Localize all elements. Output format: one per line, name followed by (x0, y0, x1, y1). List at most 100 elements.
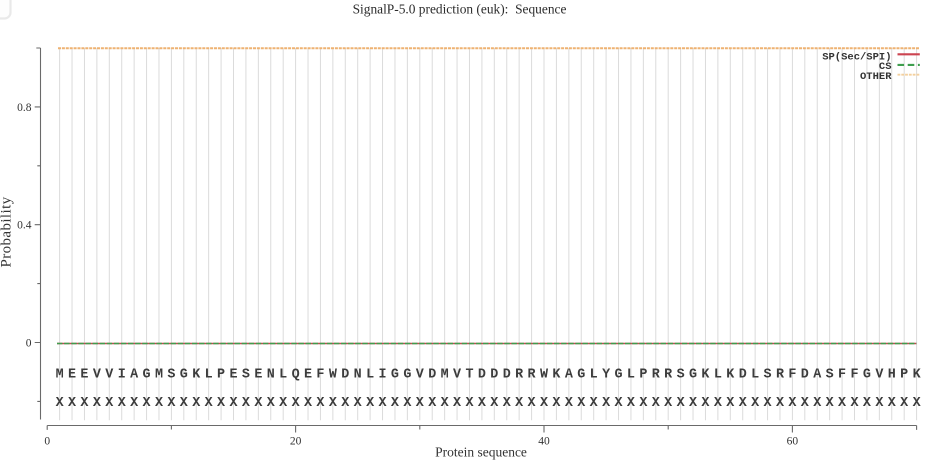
svg-text:X: X (93, 396, 102, 411)
svg-text:X: X (900, 396, 909, 411)
svg-text:X: X (105, 396, 114, 411)
svg-text:I: I (118, 368, 126, 383)
svg-text:G: G (614, 368, 622, 383)
svg-text:X: X (602, 396, 611, 411)
svg-text:L: L (751, 368, 759, 383)
svg-text:X: X (913, 396, 922, 411)
svg-text:X: X (503, 396, 512, 411)
svg-text:W: W (329, 368, 338, 383)
svg-text:X: X (254, 396, 263, 411)
svg-text:L: L (366, 368, 374, 383)
svg-text:0.4: 0.4 (17, 220, 32, 232)
svg-text:X: X (888, 396, 897, 411)
svg-text:X: X (776, 396, 785, 411)
svg-text:X: X (205, 396, 214, 411)
svg-text:M: M (441, 368, 449, 383)
svg-text:X: X (875, 396, 884, 411)
svg-text:X: X (627, 396, 636, 411)
svg-text:L: L (627, 368, 635, 383)
svg-text:X: X (788, 396, 797, 411)
svg-text:V: V (416, 368, 425, 383)
svg-text:S: S (242, 368, 250, 383)
svg-text:CS: CS (879, 61, 892, 73)
svg-text:X: X (316, 396, 325, 411)
svg-text:X: X (838, 396, 847, 411)
svg-text:X: X (465, 396, 474, 411)
svg-text:E: E (304, 368, 312, 383)
svg-text:X: X (490, 396, 499, 411)
svg-text:T: T (465, 368, 473, 383)
svg-text:G: G (180, 368, 188, 383)
svg-text:L: L (590, 368, 598, 383)
svg-text:X: X (614, 396, 623, 411)
svg-text:D: D (428, 368, 436, 383)
svg-text:0: 0 (44, 435, 50, 447)
svg-text:X: X (229, 396, 238, 411)
svg-text:X: X (689, 396, 698, 411)
svg-text:I: I (379, 368, 387, 383)
svg-text:X: X (217, 396, 226, 411)
svg-text:X: X (813, 396, 822, 411)
svg-text:F: F (788, 368, 796, 383)
svg-text:D: D (490, 368, 498, 383)
svg-text:X: X (329, 396, 338, 411)
svg-text:S: S (677, 368, 685, 383)
svg-text:D: D (341, 368, 349, 383)
svg-text:20: 20 (290, 435, 302, 447)
svg-text:M: M (56, 368, 64, 383)
svg-text:X: X (515, 396, 524, 411)
svg-text:X: X (714, 396, 723, 411)
svg-text:OTHER: OTHER (860, 71, 892, 83)
svg-text:Y: Y (602, 368, 611, 383)
svg-text:X: X (304, 396, 313, 411)
svg-text:A: A (813, 368, 822, 383)
svg-text:G: G (863, 368, 871, 383)
svg-text:W: W (540, 368, 549, 383)
svg-text:K: K (701, 368, 710, 383)
svg-text:X: X (428, 396, 437, 411)
svg-text:K: K (913, 368, 922, 383)
svg-text:E: E (68, 368, 76, 383)
svg-text:X: X (403, 396, 412, 411)
svg-text:X: X (590, 396, 599, 411)
svg-text:G: G (403, 368, 411, 383)
svg-text:X: X (577, 396, 586, 411)
svg-text:60: 60 (787, 435, 799, 447)
svg-text:R: R (664, 368, 673, 383)
svg-text:X: X (155, 396, 164, 411)
svg-text:L: L (205, 368, 213, 383)
svg-text:R: R (652, 368, 661, 383)
svg-text:H: H (888, 368, 896, 383)
svg-text:X: X (80, 396, 89, 411)
svg-text:X: X (664, 396, 673, 411)
svg-text:X: X (850, 396, 859, 411)
svg-text:X: X (366, 396, 375, 411)
svg-text:X: X (677, 396, 686, 411)
svg-text:D: D (478, 368, 486, 383)
svg-text:X: X (416, 396, 425, 411)
svg-text:K: K (726, 368, 735, 383)
svg-text:S: S (167, 368, 175, 383)
svg-text:X: X (341, 396, 350, 411)
svg-text:P: P (217, 368, 225, 383)
svg-text:X: X (242, 396, 251, 411)
svg-text:40: 40 (538, 435, 550, 447)
svg-text:V: V (105, 368, 114, 383)
svg-text:X: X (279, 396, 288, 411)
svg-text:D: D (739, 368, 747, 383)
svg-text:X: X (863, 396, 872, 411)
svg-text:G: G (143, 368, 151, 383)
svg-text:X: X (68, 396, 77, 411)
svg-text:X: X (826, 396, 835, 411)
svg-text:L: L (714, 368, 722, 383)
svg-text:G: G (391, 368, 399, 383)
svg-text:X: X (391, 396, 400, 411)
svg-text:V: V (875, 368, 884, 383)
svg-text:X: X (453, 396, 462, 411)
svg-text:X: X (354, 396, 363, 411)
svg-text:D: D (503, 368, 511, 383)
svg-text:R: R (528, 368, 537, 383)
svg-text:X: X (639, 396, 648, 411)
svg-text:Protein sequence: Protein sequence (435, 445, 527, 460)
svg-text:X: X (379, 396, 388, 411)
